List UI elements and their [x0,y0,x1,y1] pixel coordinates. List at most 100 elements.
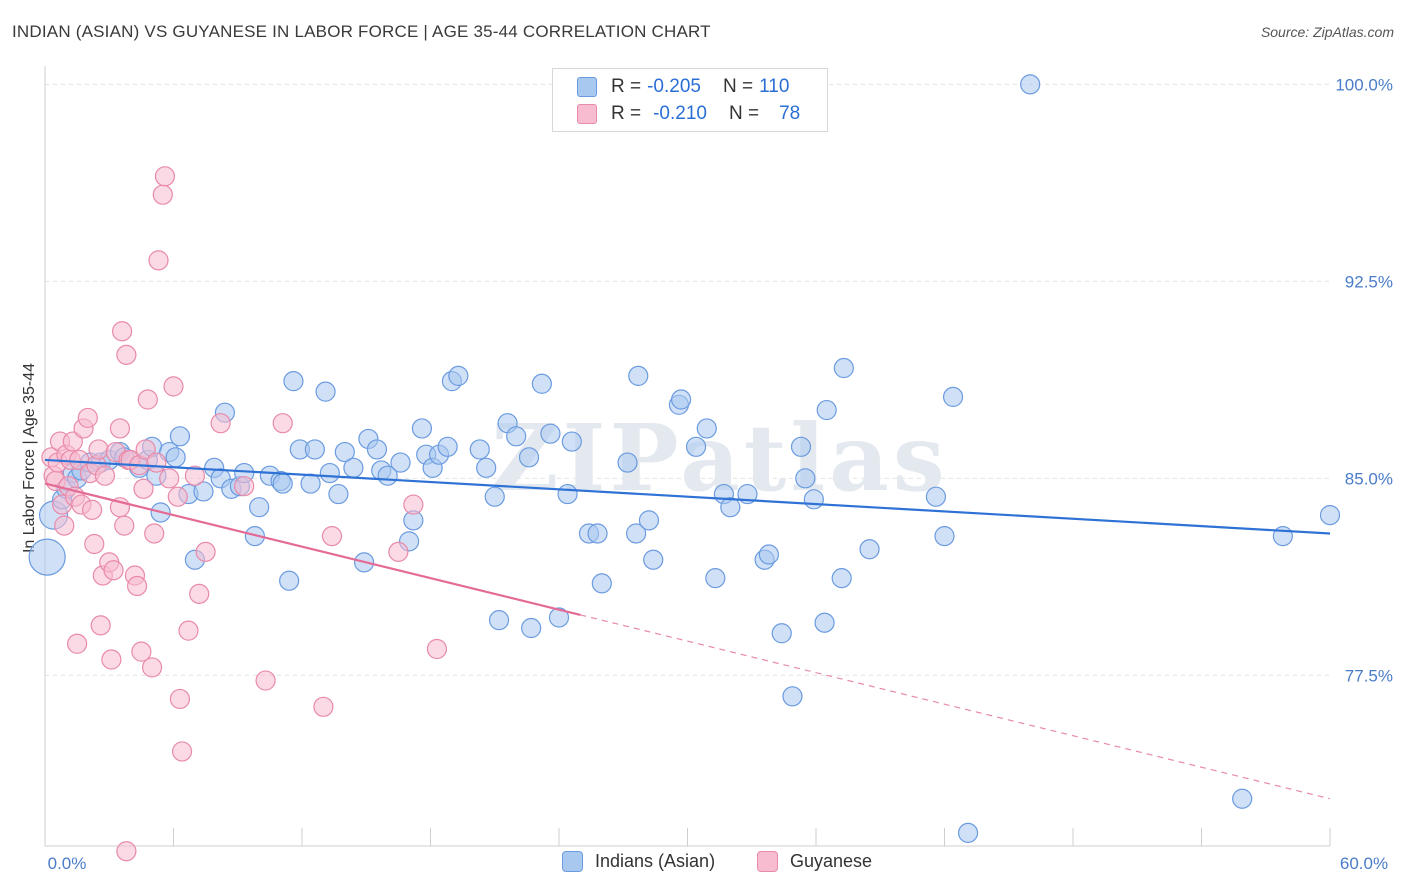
data-point [334,441,355,463]
data-point [234,476,255,497]
data-point [88,439,109,460]
data-point [313,696,334,717]
data-point [643,549,664,570]
chart-title: INDIAN (ASIAN) VS GUYANESE IN LABOR FORC… [12,22,711,41]
legend-item-guyanese: Guyanese [757,851,872,872]
legend-r-label: R = [611,103,642,124]
axes [44,66,1331,847]
legend-label-guyanese: Guyanese [790,851,873,871]
data-point [249,497,270,518]
data-point [283,371,304,392]
legend-row-guyanese: R = -0.210 N = 78 [577,101,800,127]
data-point [816,399,837,421]
data-point [171,741,193,762]
data-point [133,478,154,499]
data-point [790,436,812,457]
data-point [131,641,152,662]
legend-swatch-indians [577,77,597,97]
data-point [126,575,148,597]
data-point [165,447,186,468]
legend-n-value: 78 [779,103,801,124]
data-point [184,465,206,486]
data-point [557,483,578,505]
data-point [476,457,497,478]
data-point [531,373,552,394]
data-point [178,620,199,641]
data-point [1020,74,1041,95]
data-point [343,457,364,478]
data-point [587,523,608,544]
data-point [146,452,167,473]
data-point [94,465,116,486]
data-point [272,413,293,434]
data-point [109,418,131,439]
data-point [426,638,448,660]
data-point [103,560,124,581]
data-point [319,462,340,484]
tick-labels: 77.5% 85.0% 92.5% 100.0% 0.0% 60.0% [48,75,1393,873]
data-point [488,610,510,631]
data-point [141,657,163,678]
data-point [957,822,979,843]
data-point [469,439,490,460]
data-point [116,344,137,365]
data-point [814,612,835,633]
data-point [617,452,638,473]
data-point [388,541,409,562]
data-point [111,321,133,342]
data-point [328,483,349,505]
data-point [90,615,111,636]
data-point [638,510,660,531]
data-point [300,473,321,494]
data-point [720,497,741,518]
data-point [169,688,191,710]
data-point [803,489,824,510]
data-point [152,184,173,205]
data-point [77,407,98,429]
data-point [159,468,180,489]
data-point [859,539,880,560]
legend-r-value: -0.205 [647,76,701,97]
data-point [782,686,803,707]
trend-line-indians [44,458,1331,535]
data-point [390,452,411,473]
data-point [189,583,210,604]
data-point [628,365,649,386]
data-point [795,468,816,489]
data-point [1319,504,1341,526]
data-point [193,481,214,502]
y-tick-label: 77.5% [1345,666,1393,685]
data-point [82,499,103,520]
stats-legend: R = -0.205 N = 110 R = -0.210 N = 78 [552,68,828,132]
data-point [154,166,176,187]
data-point [272,473,293,494]
data-point [137,389,158,410]
data-point [366,439,388,460]
data-point [54,515,75,536]
data-point [506,426,527,447]
data-point [833,357,854,379]
data-point [411,418,433,439]
data-point [831,568,852,589]
data-point [28,538,66,576]
x-tick-label-end: 60.0% [1340,854,1388,873]
data-point [448,365,469,386]
data-point [304,439,325,460]
x-tick-label-start: 0.0% [48,854,87,873]
data-point [696,418,717,439]
series-indians [28,74,1341,843]
data-point [116,841,137,862]
data-point [518,447,540,468]
data-point [279,570,300,591]
data-point [210,413,231,434]
data-point [255,670,276,691]
data-point [437,436,458,457]
data-point [195,541,216,562]
trend-line-guyanese [44,482,581,616]
data-point [148,250,169,271]
data-point [169,426,191,447]
y-tick-label: 100.0% [1335,75,1393,94]
data-point [934,526,955,547]
legend-r-label: R = [611,76,642,97]
